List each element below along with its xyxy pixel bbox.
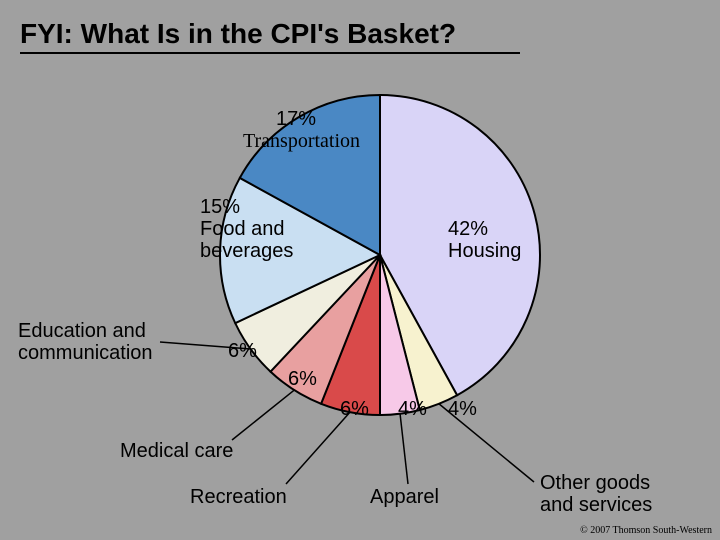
chart-label: 42% bbox=[448, 218, 488, 241]
chart-label: 4% bbox=[448, 398, 477, 421]
title-underline bbox=[20, 52, 520, 54]
chart-label: Housing bbox=[448, 240, 521, 263]
chart-label: 6% bbox=[340, 398, 369, 421]
chart-label: 6% bbox=[228, 340, 257, 363]
chart-label: 6% bbox=[288, 368, 317, 391]
chart-label: Recreation bbox=[190, 486, 287, 509]
leader-line bbox=[400, 414, 408, 484]
chart-label: Food and bbox=[200, 218, 285, 241]
chart-label: and services bbox=[540, 494, 652, 517]
chart-label: Transportation bbox=[243, 130, 360, 153]
page-title: FYI: What Is in the CPI's Basket? bbox=[20, 18, 456, 50]
chart-label: Other goods bbox=[540, 472, 650, 495]
chart-label: 15% bbox=[200, 196, 240, 219]
copyright-notice: © 2007 Thomson South-Western bbox=[580, 525, 712, 536]
chart-label: communication bbox=[18, 342, 153, 365]
chart-label: beverages bbox=[200, 240, 293, 263]
chart-label: Apparel bbox=[370, 486, 439, 509]
chart-label: 4% bbox=[398, 398, 427, 421]
leader-line bbox=[286, 412, 350, 484]
chart-label: Education and bbox=[18, 320, 146, 343]
chart-label: Medical care bbox=[120, 440, 233, 463]
chart-label: 17% bbox=[276, 108, 316, 131]
